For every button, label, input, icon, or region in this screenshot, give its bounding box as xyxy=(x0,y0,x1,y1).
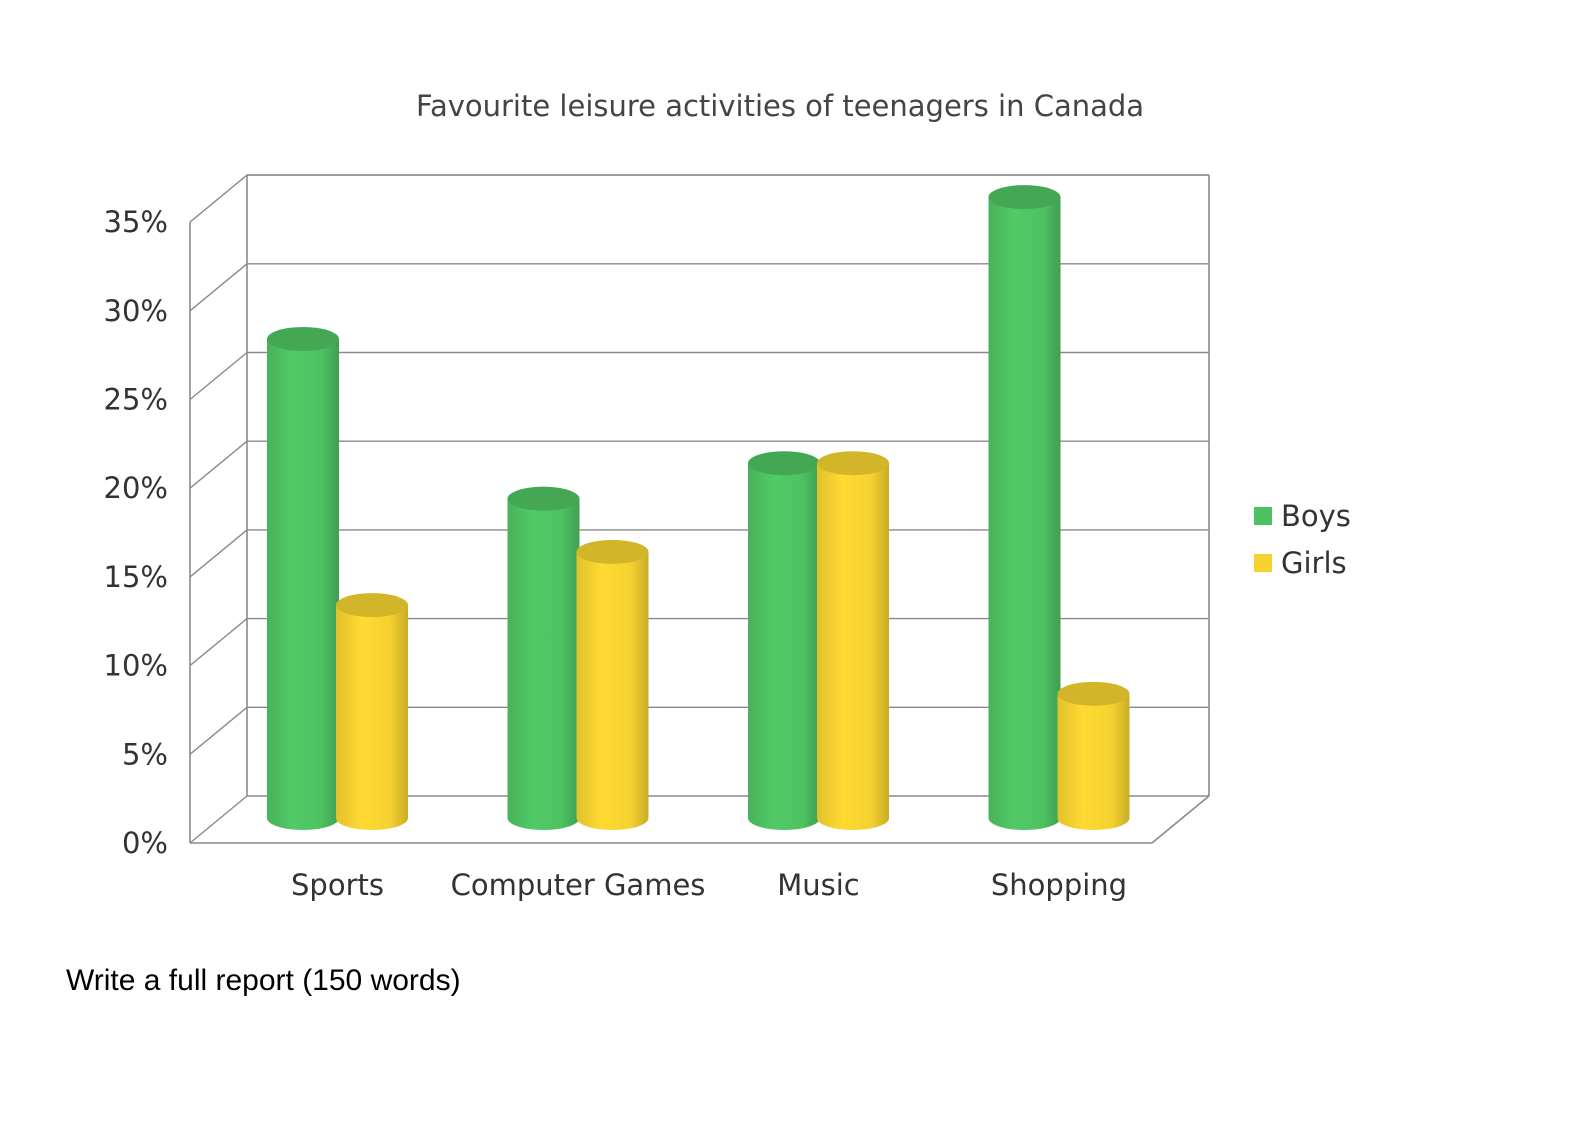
gridline-diagonal xyxy=(189,618,248,667)
y-tick-label: 0% xyxy=(122,826,168,860)
bar-body xyxy=(748,463,820,830)
bar-top xyxy=(267,327,339,352)
bar-body xyxy=(817,463,889,830)
bars xyxy=(267,185,1130,831)
y-tick-label: 5% xyxy=(122,737,168,771)
x-tick-label: Shopping xyxy=(991,868,1127,902)
bar-top xyxy=(1057,681,1130,706)
bar-top xyxy=(817,451,889,476)
bar-top xyxy=(336,593,408,618)
bar-top xyxy=(748,451,820,476)
x-tick-label: Music xyxy=(777,868,860,902)
legend-swatch xyxy=(1254,507,1272,525)
y-tick-label: 35% xyxy=(104,205,168,239)
bar-girls-computer-games xyxy=(576,539,649,831)
y-axis-ticks: 0% 5% 10% 15% 20% 25% 30% 35% xyxy=(104,205,168,860)
bar-girls-music xyxy=(817,451,889,830)
bar-boys-computer-games xyxy=(507,486,580,831)
bar-body xyxy=(267,339,339,830)
x-tick-label: Sports xyxy=(291,868,384,902)
bar-body xyxy=(507,498,580,831)
gridline-diagonal xyxy=(189,263,248,312)
bar-body xyxy=(336,605,408,830)
bar-body xyxy=(1057,693,1130,831)
bar-body xyxy=(576,551,649,831)
legend: Boys Girls xyxy=(1254,499,1351,580)
y-tick-label: 30% xyxy=(104,294,168,328)
gridline-diagonal xyxy=(189,440,248,489)
bar-girls-shopping xyxy=(1057,681,1130,831)
gridline-diagonal xyxy=(189,706,248,755)
bar-body xyxy=(988,197,1061,831)
bar-top xyxy=(507,486,580,511)
legend-swatch xyxy=(1254,554,1272,572)
y-tick-label: 15% xyxy=(104,560,168,594)
y-tick-label: 20% xyxy=(104,471,168,505)
legend-label: Boys xyxy=(1281,499,1351,533)
bar-boys-music xyxy=(748,451,820,830)
y-tick-label: 25% xyxy=(104,383,168,417)
gridline-diagonal xyxy=(189,351,248,401)
x-axis-ticks: Sports Computer Games Music Shopping xyxy=(291,868,1127,902)
floor-right-edge xyxy=(1151,795,1210,844)
gridline-diagonal xyxy=(189,529,248,578)
prompt-text: Write a full report (150 words) xyxy=(66,964,461,997)
bar-boys-shopping xyxy=(988,185,1061,831)
x-tick-label: Computer Games xyxy=(451,868,706,902)
bar-top xyxy=(988,185,1061,210)
y-tick-label: 10% xyxy=(104,649,168,683)
bar-boys-sports xyxy=(267,327,339,830)
bar-girls-sports xyxy=(336,593,408,830)
legend-label: Girls xyxy=(1281,546,1347,580)
bar-top xyxy=(576,539,649,564)
chart-title: Favourite leisure activities of teenager… xyxy=(416,89,1144,123)
gridline-diagonal xyxy=(189,174,248,223)
gridline-diagonal xyxy=(189,795,248,844)
